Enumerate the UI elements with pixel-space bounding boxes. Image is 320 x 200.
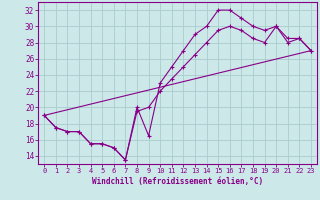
X-axis label: Windchill (Refroidissement éolien,°C): Windchill (Refroidissement éolien,°C) [92, 177, 263, 186]
